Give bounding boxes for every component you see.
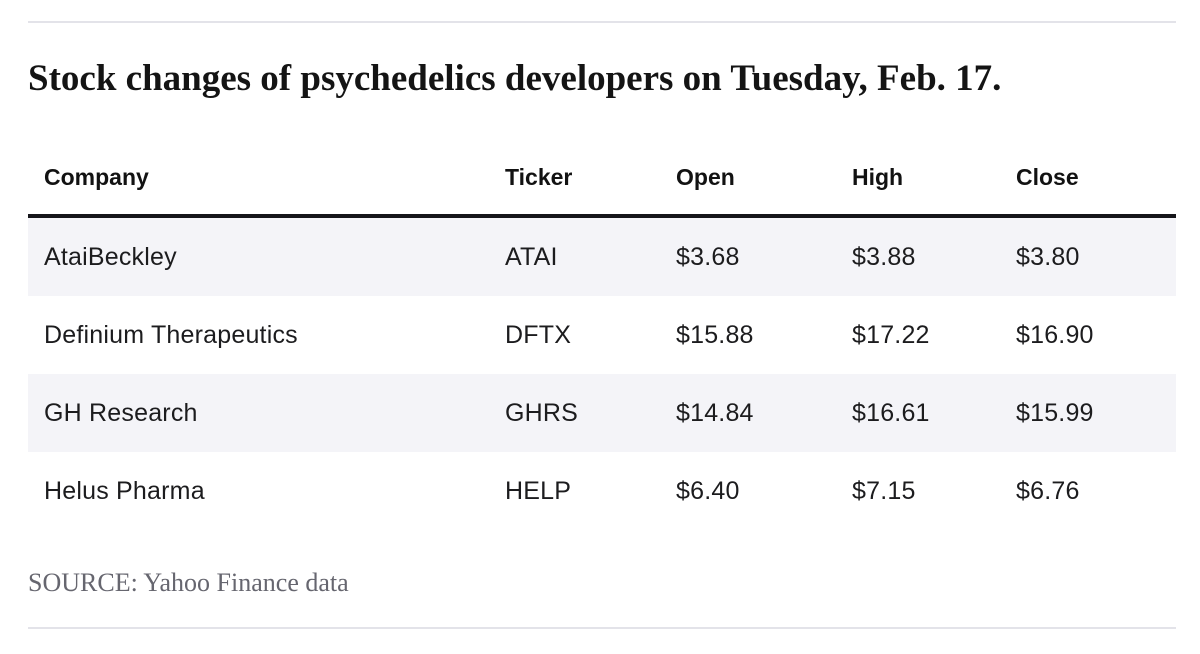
stock-table: Company Ticker Open High Close AtaiBeckl… — [28, 140, 1176, 530]
top-divider — [28, 21, 1176, 23]
cell-close: $15.99 — [1016, 398, 1094, 427]
table-row: Definium Therapeutics DFTX $15.88 $17.22… — [28, 296, 1176, 374]
cell-ticker: DFTX — [505, 320, 572, 349]
cell-open: $15.88 — [676, 320, 754, 349]
cell-close: $16.90 — [1016, 320, 1094, 349]
column-header-high: High — [852, 163, 904, 190]
bottom-divider — [28, 627, 1176, 629]
column-header-close: Close — [1016, 163, 1079, 190]
cell-high: $17.22 — [852, 320, 930, 349]
cell-ticker: HELP — [505, 476, 572, 505]
column-header-company: Company — [44, 163, 149, 190]
cell-company: Definium Therapeutics — [44, 320, 298, 349]
table-row: GH Research GHRS $14.84 $16.61 $15.99 — [28, 374, 1176, 452]
chart-title: Stock changes of psychedelics developers… — [28, 58, 1002, 99]
cell-company: GH Research — [44, 398, 198, 427]
cell-company: AtaiBeckley — [44, 242, 177, 271]
table-row: AtaiBeckley ATAI $3.68 $3.88 $3.80 — [28, 218, 1176, 296]
cell-open: $3.68 — [676, 242, 740, 271]
column-header-ticker: Ticker — [505, 163, 573, 190]
cell-open: $6.40 — [676, 476, 740, 505]
column-header-open: Open — [676, 163, 735, 190]
source-note: SOURCE: Yahoo Finance data — [28, 568, 349, 597]
cell-close: $6.76 — [1016, 476, 1080, 505]
table-header-row: Company Ticker Open High Close — [28, 140, 1176, 218]
cell-high: $16.61 — [852, 398, 930, 427]
cell-company: Helus Pharma — [44, 476, 205, 505]
cell-high: $3.88 — [852, 242, 916, 271]
cell-ticker: ATAI — [505, 242, 558, 271]
table-row: Helus Pharma HELP $6.40 $7.15 $6.76 — [28, 452, 1176, 530]
cell-ticker: GHRS — [505, 398, 579, 427]
cell-close: $3.80 — [1016, 242, 1080, 271]
cell-high: $7.15 — [852, 476, 916, 505]
cell-open: $14.84 — [676, 398, 754, 427]
